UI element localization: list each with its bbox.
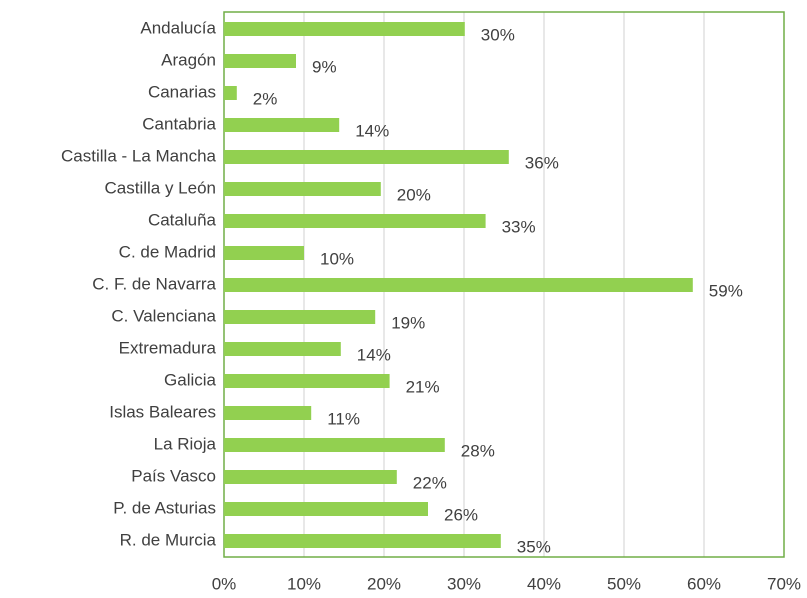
bar	[224, 182, 381, 196]
bar	[224, 374, 390, 388]
x-tick-label: 10%	[287, 574, 321, 593]
bar	[224, 54, 296, 68]
data-label: 11%	[327, 409, 360, 428]
data-label: 14%	[357, 345, 391, 364]
data-label: 33%	[502, 217, 536, 236]
data-label: 14%	[355, 121, 389, 140]
x-tick-label: 30%	[447, 574, 481, 593]
bar	[224, 310, 376, 324]
y-tick-label: La Rioja	[154, 434, 217, 453]
y-tick-label: C. F. de Navarra	[92, 274, 216, 293]
bar	[224, 406, 312, 420]
bar	[224, 278, 693, 292]
data-label: 30%	[481, 25, 515, 44]
y-tick-label: Cantabria	[142, 114, 216, 133]
y-tick-label: C. Valenciana	[111, 306, 216, 325]
bar	[224, 22, 465, 36]
data-label: 19%	[391, 313, 425, 332]
bar	[224, 150, 509, 164]
bar	[224, 502, 428, 516]
data-label: 59%	[709, 281, 743, 300]
y-tick-label: Andalucía	[140, 18, 216, 37]
x-tick-label: 0%	[212, 574, 237, 593]
y-tick-label: Castilla - La Mancha	[61, 146, 217, 165]
y-tick-label: R. de Murcia	[120, 530, 217, 549]
data-label: 28%	[461, 441, 495, 460]
y-tick-label: Islas Baleares	[109, 402, 216, 421]
data-label: 21%	[406, 377, 440, 396]
y-tick-label: Extremadura	[119, 338, 217, 357]
x-tick-label: 50%	[607, 574, 641, 593]
bar	[224, 86, 237, 100]
x-tick-label: 70%	[767, 574, 801, 593]
bar	[224, 438, 445, 452]
data-label: 10%	[320, 249, 354, 268]
data-label: 36%	[525, 153, 559, 172]
x-tick-label: 20%	[367, 574, 401, 593]
y-tick-label: Canarias	[148, 82, 216, 101]
data-label: 20%	[397, 185, 431, 204]
y-tick-label: Aragón	[161, 50, 216, 69]
data-label: 35%	[517, 537, 551, 556]
y-tick-label: Castilla y León	[104, 178, 216, 197]
y-tick-label: C. de Madrid	[119, 242, 216, 261]
bar	[224, 342, 341, 356]
bar	[224, 246, 304, 260]
bar	[224, 214, 486, 228]
data-label: 26%	[444, 505, 478, 524]
x-tick-label: 40%	[527, 574, 561, 593]
data-label: 22%	[413, 473, 447, 492]
data-label: 2%	[253, 89, 278, 108]
bar	[224, 534, 501, 548]
y-tick-label: P. de Asturias	[113, 498, 216, 517]
y-tick-label: Galicia	[164, 370, 217, 389]
bar	[224, 470, 397, 484]
bar	[224, 118, 340, 132]
y-tick-label: País Vasco	[131, 466, 216, 485]
data-label: 9%	[312, 57, 337, 76]
x-tick-label: 60%	[687, 574, 721, 593]
y-tick-label: Cataluña	[148, 210, 217, 229]
